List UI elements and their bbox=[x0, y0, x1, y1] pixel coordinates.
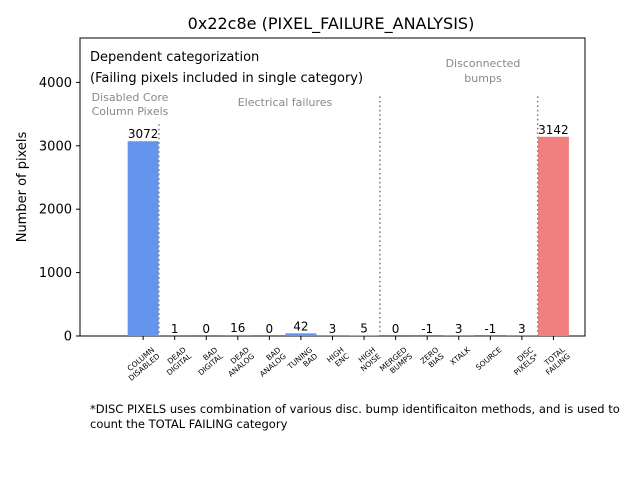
x-tick-label: BADDIGITAL bbox=[191, 345, 225, 378]
y-tick-label: 3000 bbox=[39, 139, 72, 154]
x-tick-label: XTALK bbox=[448, 345, 472, 368]
x-tick-label: HIGHENC bbox=[325, 345, 351, 371]
bar-value-label: -1 bbox=[484, 322, 496, 336]
x-tick-label-line: SOURCE bbox=[474, 345, 504, 372]
x-tick-label: DISCPIXELS* bbox=[507, 345, 541, 377]
y-tick-label: 2000 bbox=[39, 203, 72, 218]
y-tick-label: 4000 bbox=[39, 76, 72, 91]
bar-value-label: 3 bbox=[329, 322, 337, 336]
x-tick-label: DEADDIGITAL bbox=[160, 345, 194, 378]
bar-value-label: 42 bbox=[293, 319, 308, 333]
group-label-disabled: Column Pixels bbox=[92, 105, 169, 118]
group-label-electrical: Electrical failures bbox=[238, 96, 333, 109]
x-tick-label: TOTALFAILING bbox=[539, 345, 573, 377]
group-label-disconnected: Disconnected bbox=[446, 57, 521, 70]
bar-value-label: 16 bbox=[230, 321, 245, 335]
bar bbox=[222, 334, 254, 336]
bar-value-label: 1 bbox=[171, 322, 179, 336]
y-tick-label: 1000 bbox=[39, 266, 72, 281]
x-tick-label: ZEROBIAS bbox=[418, 345, 445, 372]
y-tick-label: 0 bbox=[64, 330, 72, 345]
annotation-subheading: (Failing pixels included in single categ… bbox=[90, 71, 363, 86]
bar-value-label: 3072 bbox=[128, 127, 159, 141]
group-label-disabled: Disabled Core bbox=[92, 91, 169, 104]
chart-title: 0x22c8e (PIXEL_FAILURE_ANALYSIS) bbox=[188, 14, 475, 34]
plot-area bbox=[79, 37, 586, 337]
x-tick-label: HIGHNOISE bbox=[354, 345, 383, 373]
bar-value-label: 5 bbox=[360, 322, 368, 336]
x-tick-label: MERGEDBUMPS bbox=[378, 345, 414, 379]
x-tick-label: BADANALOG bbox=[253, 345, 288, 379]
bar-value-label: 0 bbox=[202, 322, 210, 336]
bar-value-label: 0 bbox=[266, 322, 274, 336]
bar bbox=[127, 141, 159, 336]
bar bbox=[285, 333, 317, 336]
group-label-disconnected: bumps bbox=[464, 72, 502, 85]
annotation-heading: Dependent categorization bbox=[90, 50, 259, 65]
bar-value-label: 3 bbox=[455, 322, 463, 336]
bar-value-label: 3 bbox=[518, 322, 526, 336]
bar-value-label: 3142 bbox=[538, 123, 569, 137]
x-tick-label: DEADANALOG bbox=[221, 345, 256, 379]
bar bbox=[537, 136, 569, 336]
x-tick-label: COLUMNDISABLED bbox=[121, 345, 161, 383]
x-tick-label: TUNINGBAD bbox=[285, 345, 319, 378]
x-tick-label: SOURCE bbox=[474, 345, 504, 372]
y-axis-label: Number of pixels bbox=[15, 131, 30, 242]
x-tick-label-line: XTALK bbox=[448, 345, 472, 368]
bar-value-label: 0 bbox=[392, 322, 400, 336]
footnote: *DISC PIXELS uses combination of various… bbox=[90, 402, 620, 431]
bar-value-label: -1 bbox=[421, 322, 433, 336]
